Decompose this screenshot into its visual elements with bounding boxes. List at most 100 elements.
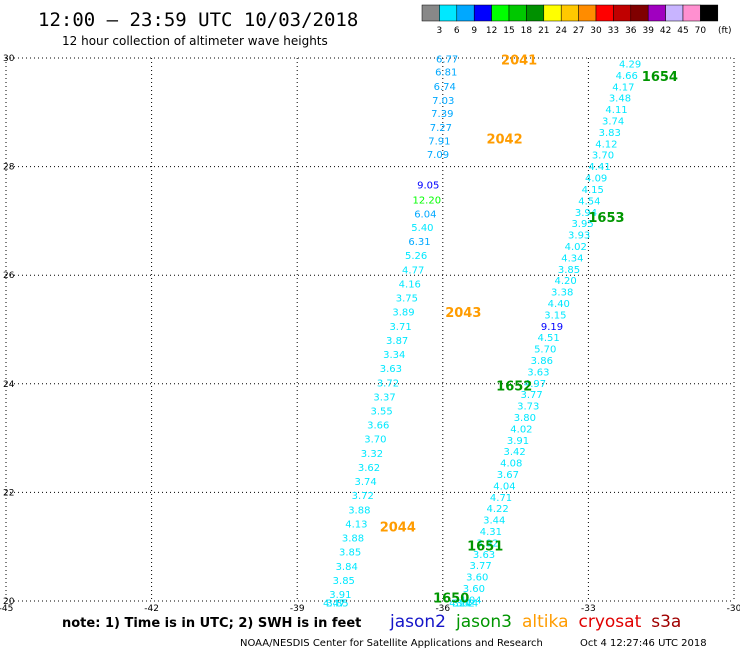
swh-point-label: 4.41: [588, 162, 610, 173]
swh-point-label: 4.66: [616, 71, 638, 82]
colorbar-swatch: [526, 4, 545, 22]
swh-point-label: 4.97: [524, 379, 546, 390]
swh-point-label: 4.17: [612, 82, 634, 93]
swh-point-label: 3.63: [380, 364, 402, 375]
colorbar-swatch: [421, 4, 440, 22]
swh-point-label: 3.63: [527, 367, 549, 378]
colorbar-tick-label: 24: [555, 26, 567, 36]
swh-point-label: 3.67: [497, 470, 519, 481]
swh-point-label: 3.72: [377, 378, 399, 389]
swh-point-label: 12.20: [412, 195, 441, 206]
swh-point-label: 4.15: [582, 185, 604, 196]
mission-legend-cryosat: cryosat: [579, 612, 642, 632]
swh-point-label: 4.08: [500, 459, 522, 470]
swh-point-label: 3.85: [558, 265, 580, 276]
footer-timestamp: Oct 4 12:27:46 UTC 2018: [580, 638, 707, 649]
swh-point-label: 6.77: [436, 55, 458, 66]
swh-point-label: 7.09: [427, 150, 449, 161]
swh-point-label: 3.86: [531, 356, 553, 367]
swh-point-label: 3.89: [392, 308, 414, 319]
colorbar-swatch: [682, 4, 701, 22]
colorbar-swatch: [560, 4, 579, 22]
swh-point-label: 7.03: [432, 96, 454, 107]
swh-point-label: 3.44: [483, 516, 505, 527]
swh-point-label: 4.71: [490, 493, 512, 504]
colorbar-swatch: [595, 4, 614, 22]
colorbar-tick-label: 9: [471, 26, 477, 36]
pass-number-label: 2041: [501, 54, 537, 69]
swh-point-label: 4.02: [565, 242, 587, 253]
pass-labels: 2041 2042 2043 2044 1654 1653 1652 1651 1650: [380, 54, 678, 607]
axis-ticks: -45 -42 -39 -36 -33 -30 20 22 24 26 28 30: [0, 54, 740, 614]
swh-point-label: 3.63: [473, 550, 495, 561]
swh-point-label: 3.62: [358, 463, 380, 474]
swh-point-label: 3.42: [503, 447, 525, 458]
swh-point-label: 6.04: [414, 209, 436, 220]
swh-point-label: 3.94: [575, 208, 597, 219]
y-tick-label: 28: [3, 163, 15, 173]
colorbar-swatch: [665, 4, 684, 22]
chart-subtitle: 12 hour collection of altimeter wave hei…: [62, 34, 328, 48]
colorbar-tick-label: 12: [486, 26, 497, 36]
pass-number-label: 1653: [588, 211, 624, 226]
swh-point-label: 4.54: [578, 196, 600, 207]
swh-point-label: 4.51: [537, 333, 559, 344]
swh-point-label: 3.95: [571, 219, 593, 230]
swh-point-label: 4.11: [605, 105, 627, 116]
pass-number-label: 2043: [445, 306, 481, 321]
swh-point-label: 5.40: [411, 223, 433, 234]
swh-point-label: 3.73: [517, 402, 539, 413]
swh-point-label: 4.47: [323, 599, 345, 610]
x-tick-label: -33: [581, 604, 596, 614]
colorbar-tick-label: 36: [625, 26, 637, 36]
mission-legend-s3a: s3a: [651, 612, 681, 632]
swh-point-label: 4.04: [459, 595, 481, 606]
swh-point-label: 3.85: [339, 548, 361, 559]
swh-point-label: 3.15: [544, 310, 566, 321]
colorbar-swatch: [543, 4, 562, 22]
colorbar-tick-label: 3: [437, 26, 443, 36]
swh-point-label: 4.12: [595, 139, 617, 150]
pass-number-label: 2044: [380, 521, 416, 536]
swh-point-label: 3.60: [463, 584, 485, 595]
colorbar-swatch: [647, 4, 666, 22]
note-text: note: 1) Time is in UTC; 2) SWH is in fe…: [62, 616, 361, 631]
colorbar-swatch: [630, 4, 649, 22]
colorbar-swatch: [456, 4, 475, 22]
swh-point-label: 3.88: [348, 505, 370, 516]
swh-point-label: 7.27: [430, 123, 452, 134]
swh-point-label: 3.70: [592, 151, 614, 162]
swh-point-label: 9.19: [541, 322, 563, 333]
colorbar-tick-label: 42: [660, 26, 671, 36]
swh-point-label: 4.22: [487, 504, 509, 515]
swh-point-label: 3.66: [367, 421, 389, 432]
y-tick-label: 30: [3, 54, 15, 64]
swh-point-label: 3.71: [389, 322, 411, 333]
colorbar-tick-label: 39: [642, 26, 654, 36]
colorbar-swatch: [700, 4, 719, 22]
swh-point-label: 3.91: [507, 436, 529, 447]
swh-point-label: 6.81: [435, 68, 457, 79]
swh-point-label: 7.91: [428, 137, 450, 148]
colorbar-tick-label: 6: [454, 26, 460, 36]
y-tick-label: 26: [3, 271, 15, 281]
pass-number-label: 2042: [486, 132, 522, 147]
swh-point-label: 3.75: [396, 294, 418, 305]
swh-point-label: 3.55: [371, 406, 393, 417]
mission-legend-altika: altika: [522, 612, 569, 632]
swh-point-label: 4.04: [493, 481, 515, 492]
swh-point-label: 3.85: [333, 576, 355, 587]
swh-point-label: 3.91: [329, 590, 351, 601]
x-tick-label: -42: [144, 604, 159, 614]
swh-point-label: 7.39: [431, 109, 453, 120]
swh-point-label: 3.85: [326, 599, 348, 610]
mission-legend-jason3: jason3: [455, 612, 512, 632]
y-tick-label: 20: [3, 597, 15, 607]
swh-point-label: 3.72: [352, 491, 374, 502]
swh-point-label: 3.77: [470, 561, 492, 572]
swh-point-label: 4.77: [402, 265, 424, 276]
y-tick-label: 24: [3, 380, 15, 390]
pass-number-label: 1652: [496, 380, 532, 395]
